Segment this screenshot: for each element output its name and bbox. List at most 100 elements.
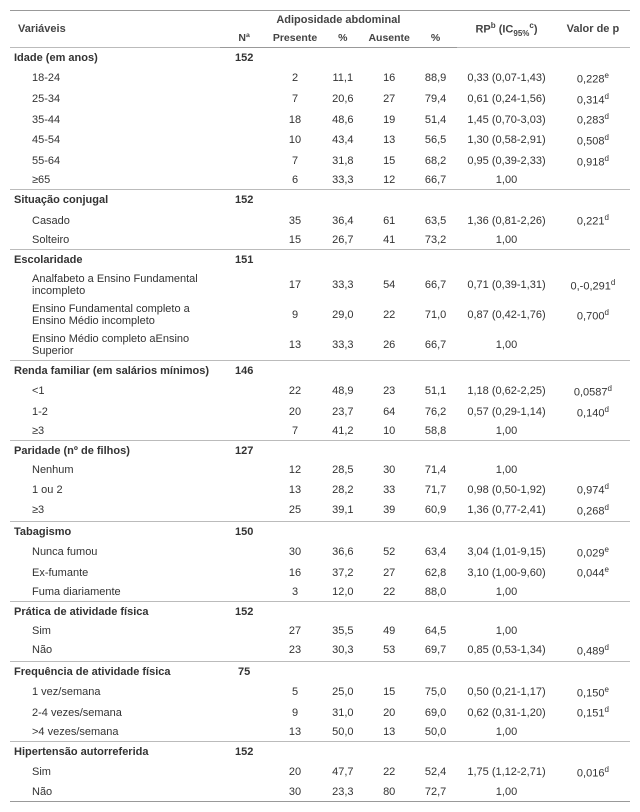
row-presente: 20 xyxy=(269,402,321,423)
row-n xyxy=(220,89,269,110)
row-presente: 7 xyxy=(269,151,321,172)
row-pvalue: 0,508d xyxy=(556,130,630,151)
row-n xyxy=(220,151,269,172)
section-empty xyxy=(556,741,630,762)
section-empty xyxy=(269,190,321,211)
row-rp: 1,00 xyxy=(457,330,556,361)
row-pvalue: 0,489d xyxy=(556,640,630,661)
col-variaveis: Variáveis xyxy=(10,11,220,48)
row-label: Ex-fumante xyxy=(10,562,220,583)
table-body: Idade (em anos)15218-24211,11688,90,33 (… xyxy=(10,48,630,802)
row-ausente: 16 xyxy=(364,68,414,89)
table-row: ≥65633,31266,71,00 xyxy=(10,171,630,190)
section-title: Paridade (nº de filhos) xyxy=(10,441,220,462)
section-empty xyxy=(457,190,556,211)
pvalue-sup: d xyxy=(604,112,608,121)
pvalue-sup: e xyxy=(604,545,608,554)
row-n xyxy=(220,109,269,130)
row-pct1: 28,2 xyxy=(321,479,364,500)
row-pct1: 11,1 xyxy=(321,68,364,89)
pvalue-text: 0,489 xyxy=(577,646,605,658)
statistics-table: Variáveis Adiposidade abdominal RPb (IC9… xyxy=(10,10,630,802)
pvalue-text: 0,314 xyxy=(577,94,605,106)
row-pct2: 69,0 xyxy=(414,702,457,723)
row-label: Sim xyxy=(10,622,220,640)
row-pct1: 35,5 xyxy=(321,622,364,640)
row-pvalue xyxy=(556,783,630,802)
col-valorp: Valor de p xyxy=(556,11,630,48)
row-pvalue: 0,228e xyxy=(556,68,630,89)
row-ausente: 27 xyxy=(364,562,414,583)
table-row: Sim2047,72252,41,75 (1,12-2,71)0,016d xyxy=(10,762,630,783)
row-ausente: 22 xyxy=(364,762,414,783)
row-ausente: 41 xyxy=(364,231,414,250)
section-empty xyxy=(269,661,321,682)
row-label: Solteiro xyxy=(10,231,220,250)
section-empty xyxy=(364,48,414,69)
row-label: ≥3 xyxy=(10,422,220,441)
row-pct2: 75,0 xyxy=(414,682,457,703)
section-n: 75 xyxy=(220,661,269,682)
row-ausente: 64 xyxy=(364,402,414,423)
row-presente: 15 xyxy=(269,231,321,250)
section-empty xyxy=(364,249,414,270)
pvalue-sup: e xyxy=(604,71,608,80)
row-rp: 0,85 (0,53-1,34) xyxy=(457,640,556,661)
pvalue-sup: d xyxy=(604,154,608,163)
section-title: Prática de atividade física xyxy=(10,601,220,622)
row-label: Sim xyxy=(10,762,220,783)
row-ausente: 80 xyxy=(364,783,414,802)
row-ausente: 33 xyxy=(364,479,414,500)
pvalue-text: 0,150 xyxy=(577,687,605,699)
section-n: 152 xyxy=(220,601,269,622)
row-pct1: 48,6 xyxy=(321,109,364,130)
pvalue-text: 0,151 xyxy=(577,708,605,720)
section-n: 152 xyxy=(220,741,269,762)
row-pct1: 30,3 xyxy=(321,640,364,661)
section-empty xyxy=(414,521,457,542)
row-pct2: 68,2 xyxy=(414,151,457,172)
section-empty xyxy=(364,441,414,462)
row-presente: 10 xyxy=(269,130,321,151)
row-pvalue: 0,974d xyxy=(556,479,630,500)
row-rp: 0,61 (0,24-1,56) xyxy=(457,89,556,110)
pvalue-text: 0,0587 xyxy=(574,387,608,399)
section-empty xyxy=(414,190,457,211)
section-row: Frequência de atividade física75 xyxy=(10,661,630,682)
col-presente: Presente xyxy=(269,29,321,48)
row-pvalue: 0,140d xyxy=(556,402,630,423)
row-n xyxy=(220,402,269,423)
pvalue-sup: d xyxy=(604,503,608,512)
row-label: ≥3 xyxy=(10,500,220,521)
section-empty xyxy=(321,249,364,270)
section-empty xyxy=(321,661,364,682)
col-ausente: Ausente xyxy=(364,29,414,48)
row-rp: 1,00 xyxy=(457,422,556,441)
row-label: Casado xyxy=(10,210,220,231)
row-rp: 0,71 (0,39-1,31) xyxy=(457,270,556,300)
row-rp: 1,36 (0,77-2,41) xyxy=(457,500,556,521)
section-empty xyxy=(457,741,556,762)
table-row: 1-22023,76476,20,57 (0,29-1,14)0,140d xyxy=(10,402,630,423)
pvalue-text: 0,283 xyxy=(577,115,605,127)
section-n: 151 xyxy=(220,249,269,270)
row-ausente: 30 xyxy=(364,461,414,479)
row-pct1: 36,6 xyxy=(321,542,364,563)
section-n: 152 xyxy=(220,190,269,211)
section-empty xyxy=(364,661,414,682)
row-pct2: 76,2 xyxy=(414,402,457,423)
section-empty xyxy=(457,661,556,682)
row-n xyxy=(220,461,269,479)
section-n: 152 xyxy=(220,48,269,69)
row-rp: 1,00 xyxy=(457,583,556,602)
table-row: 35-441848,61951,41,45 (0,70-3,03)0,283d xyxy=(10,109,630,130)
rp-label: RP xyxy=(475,23,490,35)
row-label: Não xyxy=(10,783,220,802)
section-empty xyxy=(414,48,457,69)
row-label: >4 vezes/semana xyxy=(10,723,220,742)
table-row: 1 ou 21328,23371,70,98 (0,50-1,92)0,974d xyxy=(10,479,630,500)
row-label: 2-4 vezes/semana xyxy=(10,702,220,723)
row-rp: 1,45 (0,70-3,03) xyxy=(457,109,556,130)
pvalue-sup: e xyxy=(604,685,608,694)
section-empty xyxy=(556,190,630,211)
